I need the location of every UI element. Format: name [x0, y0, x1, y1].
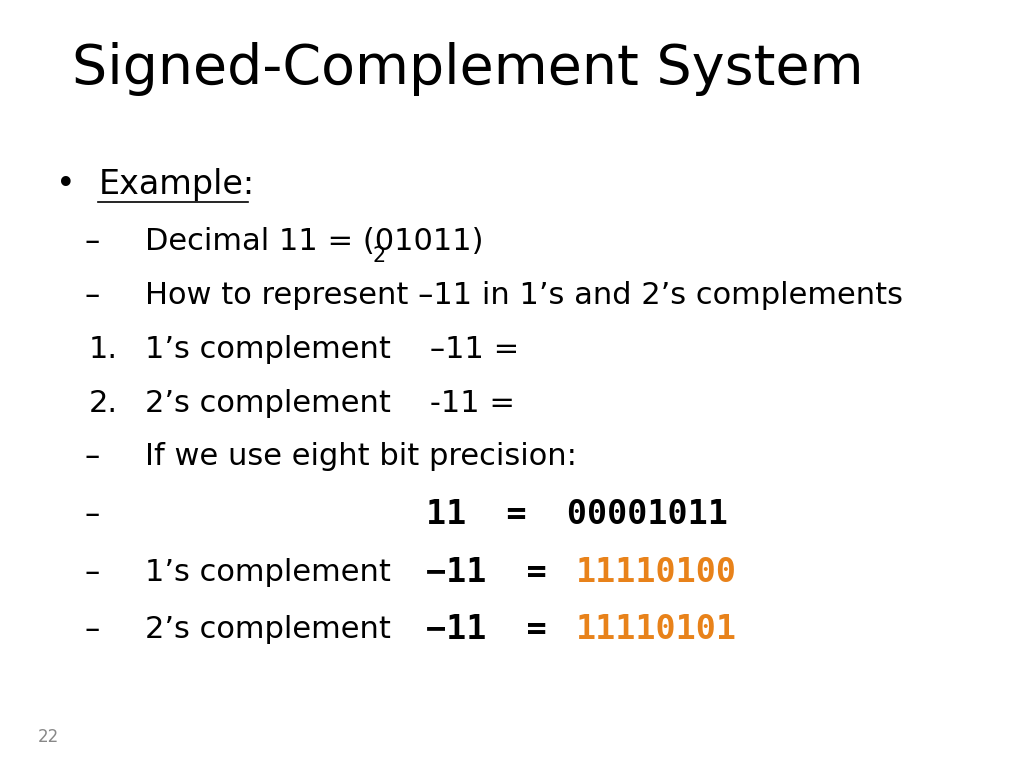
Text: –: –: [84, 558, 99, 587]
Text: Example:: Example:: [98, 168, 255, 200]
Text: –: –: [84, 442, 99, 472]
Text: –: –: [84, 500, 99, 529]
Text: 11  =  00001011: 11 = 00001011: [426, 498, 728, 531]
Text: How to represent –11 in 1’s and 2’s complements: How to represent –11 in 1’s and 2’s comp…: [145, 281, 903, 310]
Text: 1’s complement    –11 =: 1’s complement –11 =: [145, 335, 519, 364]
Text: 2: 2: [373, 246, 386, 266]
Text: 2.: 2.: [89, 389, 118, 418]
Text: 1.: 1.: [89, 335, 118, 364]
Text: 1’s complement: 1’s complement: [145, 558, 391, 587]
Text: If we use eight bit precision:: If we use eight bit precision:: [145, 442, 578, 472]
Text: −11  =: −11 =: [426, 614, 587, 646]
Text: −11  =: −11 =: [426, 556, 587, 588]
Text: 2’s complement: 2’s complement: [145, 615, 391, 644]
Text: –: –: [84, 615, 99, 644]
Text: 2’s complement    -11 =: 2’s complement -11 =: [145, 389, 515, 418]
Text: Decimal 11 = (01011): Decimal 11 = (01011): [145, 227, 483, 257]
Text: 11110100: 11110100: [577, 556, 737, 588]
Text: •: •: [56, 168, 76, 200]
Text: –: –: [84, 281, 99, 310]
Text: 22: 22: [38, 728, 58, 746]
Text: –: –: [84, 227, 99, 257]
Text: 11110101: 11110101: [577, 614, 737, 646]
Text: Signed-Complement System: Signed-Complement System: [73, 42, 864, 96]
